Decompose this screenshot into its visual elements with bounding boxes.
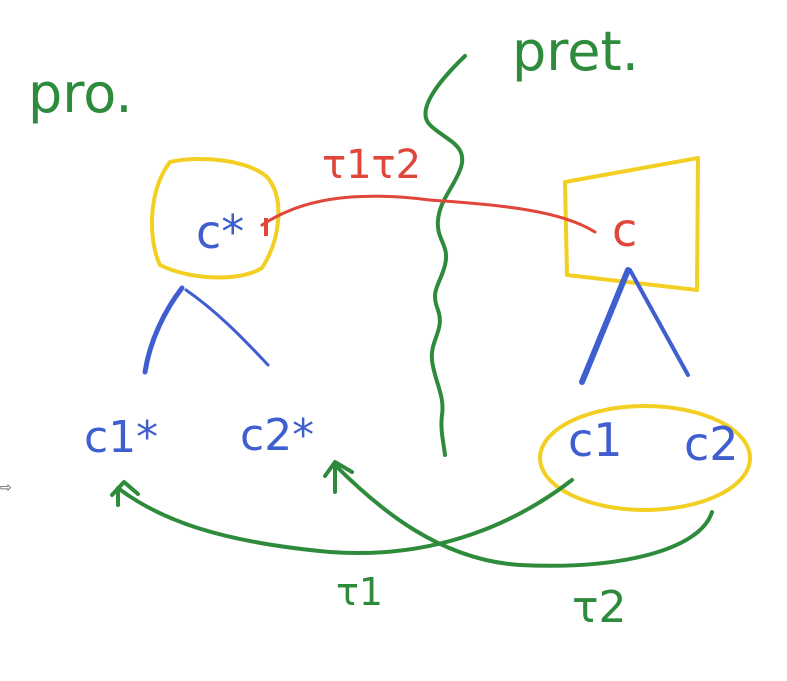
right-child-2: c2 xyxy=(684,417,739,471)
map-arrow-2 xyxy=(333,463,714,568)
left-top-node: c* xyxy=(196,205,244,259)
top-mapping-label: τ1τ2 xyxy=(322,142,421,188)
arrow-right-icon: ⇨ xyxy=(0,480,12,496)
bottom-map-label-2: τ2 xyxy=(572,582,626,633)
bottom-map-label-1: τ1 xyxy=(336,570,383,614)
right-branch-1 xyxy=(579,267,631,385)
right-title: pret. xyxy=(512,20,639,83)
right-child-1: c1 xyxy=(568,413,623,467)
map-arrow-1-head xyxy=(110,480,140,497)
right-top-node: c xyxy=(612,203,637,257)
left-branch-2 xyxy=(184,288,270,367)
right-branch-2 xyxy=(628,268,690,377)
left-branch-1 xyxy=(142,285,185,375)
right-top-box xyxy=(563,156,700,292)
left-child-2: c2* xyxy=(240,410,314,461)
right-children-highlight xyxy=(538,404,752,512)
divider-line xyxy=(423,54,467,457)
left-child-1: c1* xyxy=(84,412,158,463)
top-mapping-line xyxy=(260,194,597,234)
map-arrow-1 xyxy=(116,478,574,555)
left-title: pro. xyxy=(28,62,133,125)
map-arrow-2-head xyxy=(323,460,354,478)
left-top-highlight xyxy=(150,156,281,280)
